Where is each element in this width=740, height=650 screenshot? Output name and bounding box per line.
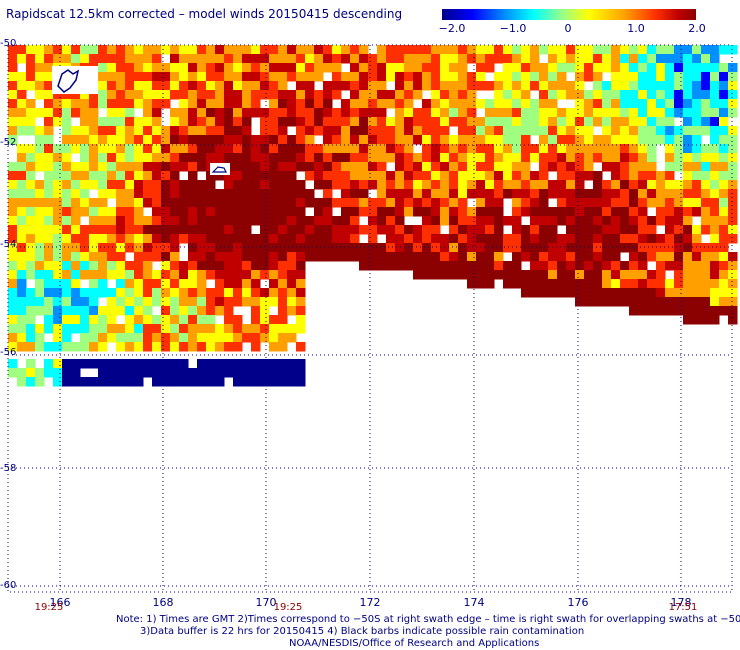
lon-label-168: 168	[152, 596, 174, 609]
time-label-left: 19:25	[34, 602, 64, 613]
lon-label-166: 166	[49, 596, 71, 609]
colorbar-gradient	[442, 9, 696, 20]
colorbar-label-pos2: 2.0	[688, 22, 706, 35]
lat-label-52: -52	[0, 137, 17, 148]
lat-label-54: -54	[0, 239, 17, 250]
lat-label-60: -60	[0, 580, 17, 591]
data-cells	[8, 45, 738, 387]
lon-label-178: 178	[670, 596, 692, 609]
time-label-middle: 19:25	[273, 602, 303, 613]
note-line-3: NOAA/NESDIS/Office of Research and Appli…	[289, 638, 540, 649]
colorbar-label-neg1: −1.0	[499, 22, 527, 35]
plot-frame	[7, 44, 733, 593]
lat-label-58: -58	[0, 463, 17, 474]
colorbar-label-pos1: 1.0	[627, 22, 645, 35]
note-line-2: 3)Data buffer is 22 hrs for 20150415 4) …	[140, 626, 585, 637]
colorbar-label-zero: 0	[564, 22, 572, 35]
lat-label-56: -56	[0, 347, 17, 358]
lat-label-50: -50	[0, 38, 17, 49]
lon-label-174: 174	[463, 596, 485, 609]
note-line-1: Note: 1) Times are GMT 2)Times correspon…	[116, 614, 740, 625]
island-outlines	[52, 66, 230, 175]
lon-label-172: 172	[359, 596, 381, 609]
colorbar-label-neg2: −2.0	[438, 22, 466, 35]
lon-label-176: 176	[567, 596, 589, 609]
lon-label-170: 170	[255, 596, 277, 609]
map-title: Rapidscat 12.5km corrected – model winds…	[6, 7, 403, 21]
time-label-right: 17:51	[668, 602, 698, 613]
